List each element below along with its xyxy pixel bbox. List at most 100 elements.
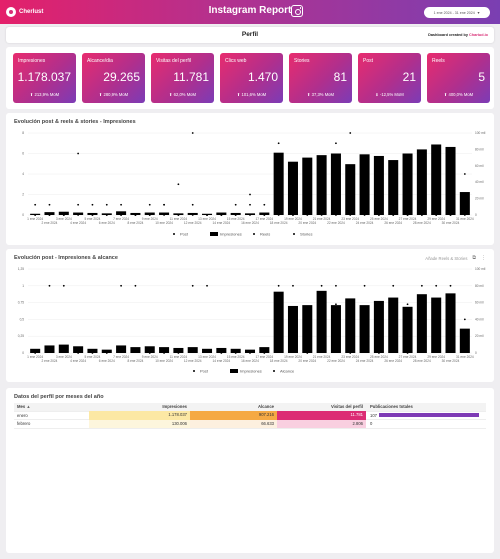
column-header-visitas[interactable]: Visitas del perfil bbox=[330, 403, 363, 409]
x-tick-label: 1 ene 2024 bbox=[27, 217, 43, 221]
point-alcance bbox=[277, 315, 280, 317]
legend-label-post: Post bbox=[200, 369, 209, 374]
point-post bbox=[306, 352, 309, 354]
cell-publicaciones: 107 bbox=[366, 411, 486, 420]
y-right-tick-label: 40 mil bbox=[475, 317, 484, 321]
point-post bbox=[463, 203, 466, 206]
point-alcance bbox=[220, 349, 223, 352]
x-tick-label: 28 ene 2024 bbox=[413, 221, 431, 225]
point-alcance bbox=[263, 349, 266, 352]
y-right-tick-label: 20 mil bbox=[475, 334, 484, 338]
point-alcance bbox=[48, 348, 51, 351]
y-left-tick-label: 2 bbox=[22, 193, 24, 197]
point-post bbox=[34, 352, 37, 354]
point-stories bbox=[77, 152, 80, 155]
x-tick-label: 17 ene 2024 bbox=[255, 217, 273, 221]
point-post bbox=[449, 203, 452, 206]
credit-prefix: Dashboard created by bbox=[428, 33, 470, 37]
point-alcance bbox=[335, 303, 337, 306]
x-tick-label: 13 ene 2024 bbox=[198, 355, 216, 359]
x-tick-label: 15 ene 2024 bbox=[227, 217, 245, 221]
point-stories bbox=[363, 214, 366, 216]
point-post bbox=[62, 284, 65, 287]
x-tick-label: 30 ene 2024 bbox=[442, 221, 460, 225]
column-header-alcance[interactable]: Alcance bbox=[257, 403, 274, 409]
chart-post-reels-stories: 0 2 4 6 8 0 20 mil 40 mil 60 mil 80 mil 100 mil 1 e… bbox=[22, 131, 485, 237]
kpi-card-stories: Stories 81 ⬆ 37,3% MoM bbox=[289, 53, 352, 103]
section-title: Perfil bbox=[241, 31, 259, 38]
legend-marker-post bbox=[193, 370, 195, 372]
point-stories bbox=[277, 142, 280, 145]
cell-publicaciones: 0 bbox=[366, 420, 486, 429]
chart-title: Evolución post - Impresiones & alcance bbox=[14, 255, 118, 261]
point-alcance bbox=[62, 348, 65, 351]
y-right-tick-label: 60 mil bbox=[475, 164, 484, 168]
x-tick-label: 10 ene 2024 bbox=[155, 221, 173, 225]
point-reels bbox=[277, 214, 280, 216]
x-tick-label: 25 ene 2024 bbox=[370, 355, 388, 359]
column-header-impresiones[interactable]: Impresiones bbox=[162, 403, 187, 409]
credit-brand-link[interactable]: Chartud.io bbox=[469, 33, 488, 37]
bar-impresiones bbox=[273, 152, 284, 215]
kpi-label: Post bbox=[363, 58, 374, 64]
point-reels bbox=[320, 214, 323, 216]
cell-impresiones: 130.006 bbox=[89, 419, 190, 428]
column-header-mes[interactable]: Mes ▲ bbox=[14, 404, 89, 409]
point-post bbox=[435, 203, 438, 206]
export-icon[interactable]: ⧉ bbox=[472, 255, 476, 261]
point-post bbox=[206, 284, 208, 287]
point-post bbox=[191, 284, 194, 287]
point-alcance bbox=[420, 311, 423, 314]
logo-icon bbox=[6, 7, 16, 17]
point-stories bbox=[220, 214, 223, 216]
dashboard-credit: Dashboard created by Chartud.io bbox=[428, 33, 488, 37]
point-stories bbox=[263, 214, 266, 216]
point-stories bbox=[163, 203, 165, 206]
point-reels bbox=[163, 214, 165, 216]
x-tick-label: 14 ene 2024 bbox=[212, 359, 230, 363]
date-range-picker[interactable]: 1 ene 2024 - 31 ene 2024 ▼ bbox=[424, 7, 490, 18]
point-post bbox=[77, 352, 80, 354]
y-right-tick-label: 0 bbox=[475, 351, 477, 355]
point-alcance bbox=[378, 303, 380, 306]
publicaciones-bar bbox=[379, 413, 479, 418]
kpi-card-alcance-dia: Alcance/dia 29.265 ⬆ 280,9% MoM bbox=[82, 53, 145, 103]
point-post bbox=[378, 203, 380, 206]
point-post bbox=[263, 203, 266, 206]
point-stories bbox=[120, 214, 122, 216]
legend-swatch-impresiones bbox=[230, 369, 238, 373]
add-reels-stories-control[interactable]: Añade Reels & Stories bbox=[425, 255, 468, 261]
kpi-value: 29.265 bbox=[103, 70, 140, 84]
bar-impresiones bbox=[230, 212, 241, 215]
x-tick-label: 13 ene 2024 bbox=[198, 217, 216, 221]
cell-alcance: 907.216 bbox=[190, 411, 277, 420]
kpi-value: 1.470 bbox=[247, 70, 278, 84]
kpi-change: ⬆ 37,3% MoM bbox=[306, 92, 334, 97]
point-post bbox=[234, 203, 237, 206]
point-post bbox=[363, 284, 366, 287]
point-post bbox=[191, 203, 194, 206]
point-post bbox=[263, 352, 266, 354]
point-stories bbox=[249, 193, 251, 196]
point-post bbox=[163, 352, 165, 354]
more-vert-icon[interactable]: ⋮ bbox=[481, 255, 486, 261]
point-post bbox=[177, 352, 180, 354]
point-reels bbox=[91, 214, 94, 216]
point-post bbox=[120, 284, 122, 287]
point-post bbox=[406, 352, 409, 354]
x-tick-label: 14 ene 2024 bbox=[212, 221, 230, 225]
bar-impresiones bbox=[58, 211, 69, 215]
column-header-publicaciones[interactable]: Publicaciones totales bbox=[366, 403, 486, 412]
x-tick-label: 18 ene 2024 bbox=[270, 221, 288, 225]
x-tick-label: 30 ene 2024 bbox=[442, 359, 460, 363]
x-tick-label: 11 ene 2024 bbox=[170, 217, 188, 221]
point-alcance bbox=[91, 350, 94, 353]
x-tick-label: 20 ene 2024 bbox=[298, 221, 316, 225]
y-left-tick-label: 6 bbox=[22, 152, 24, 156]
point-stories bbox=[420, 214, 423, 216]
kpi-card-reels: Reels 5 ⬆ 400,0% MoM bbox=[427, 53, 490, 103]
point-alcance bbox=[163, 349, 165, 352]
point-alcance bbox=[177, 349, 180, 352]
cell-impresiones: 1.178.037 bbox=[89, 411, 190, 420]
kpi-value: 81 bbox=[333, 70, 347, 84]
